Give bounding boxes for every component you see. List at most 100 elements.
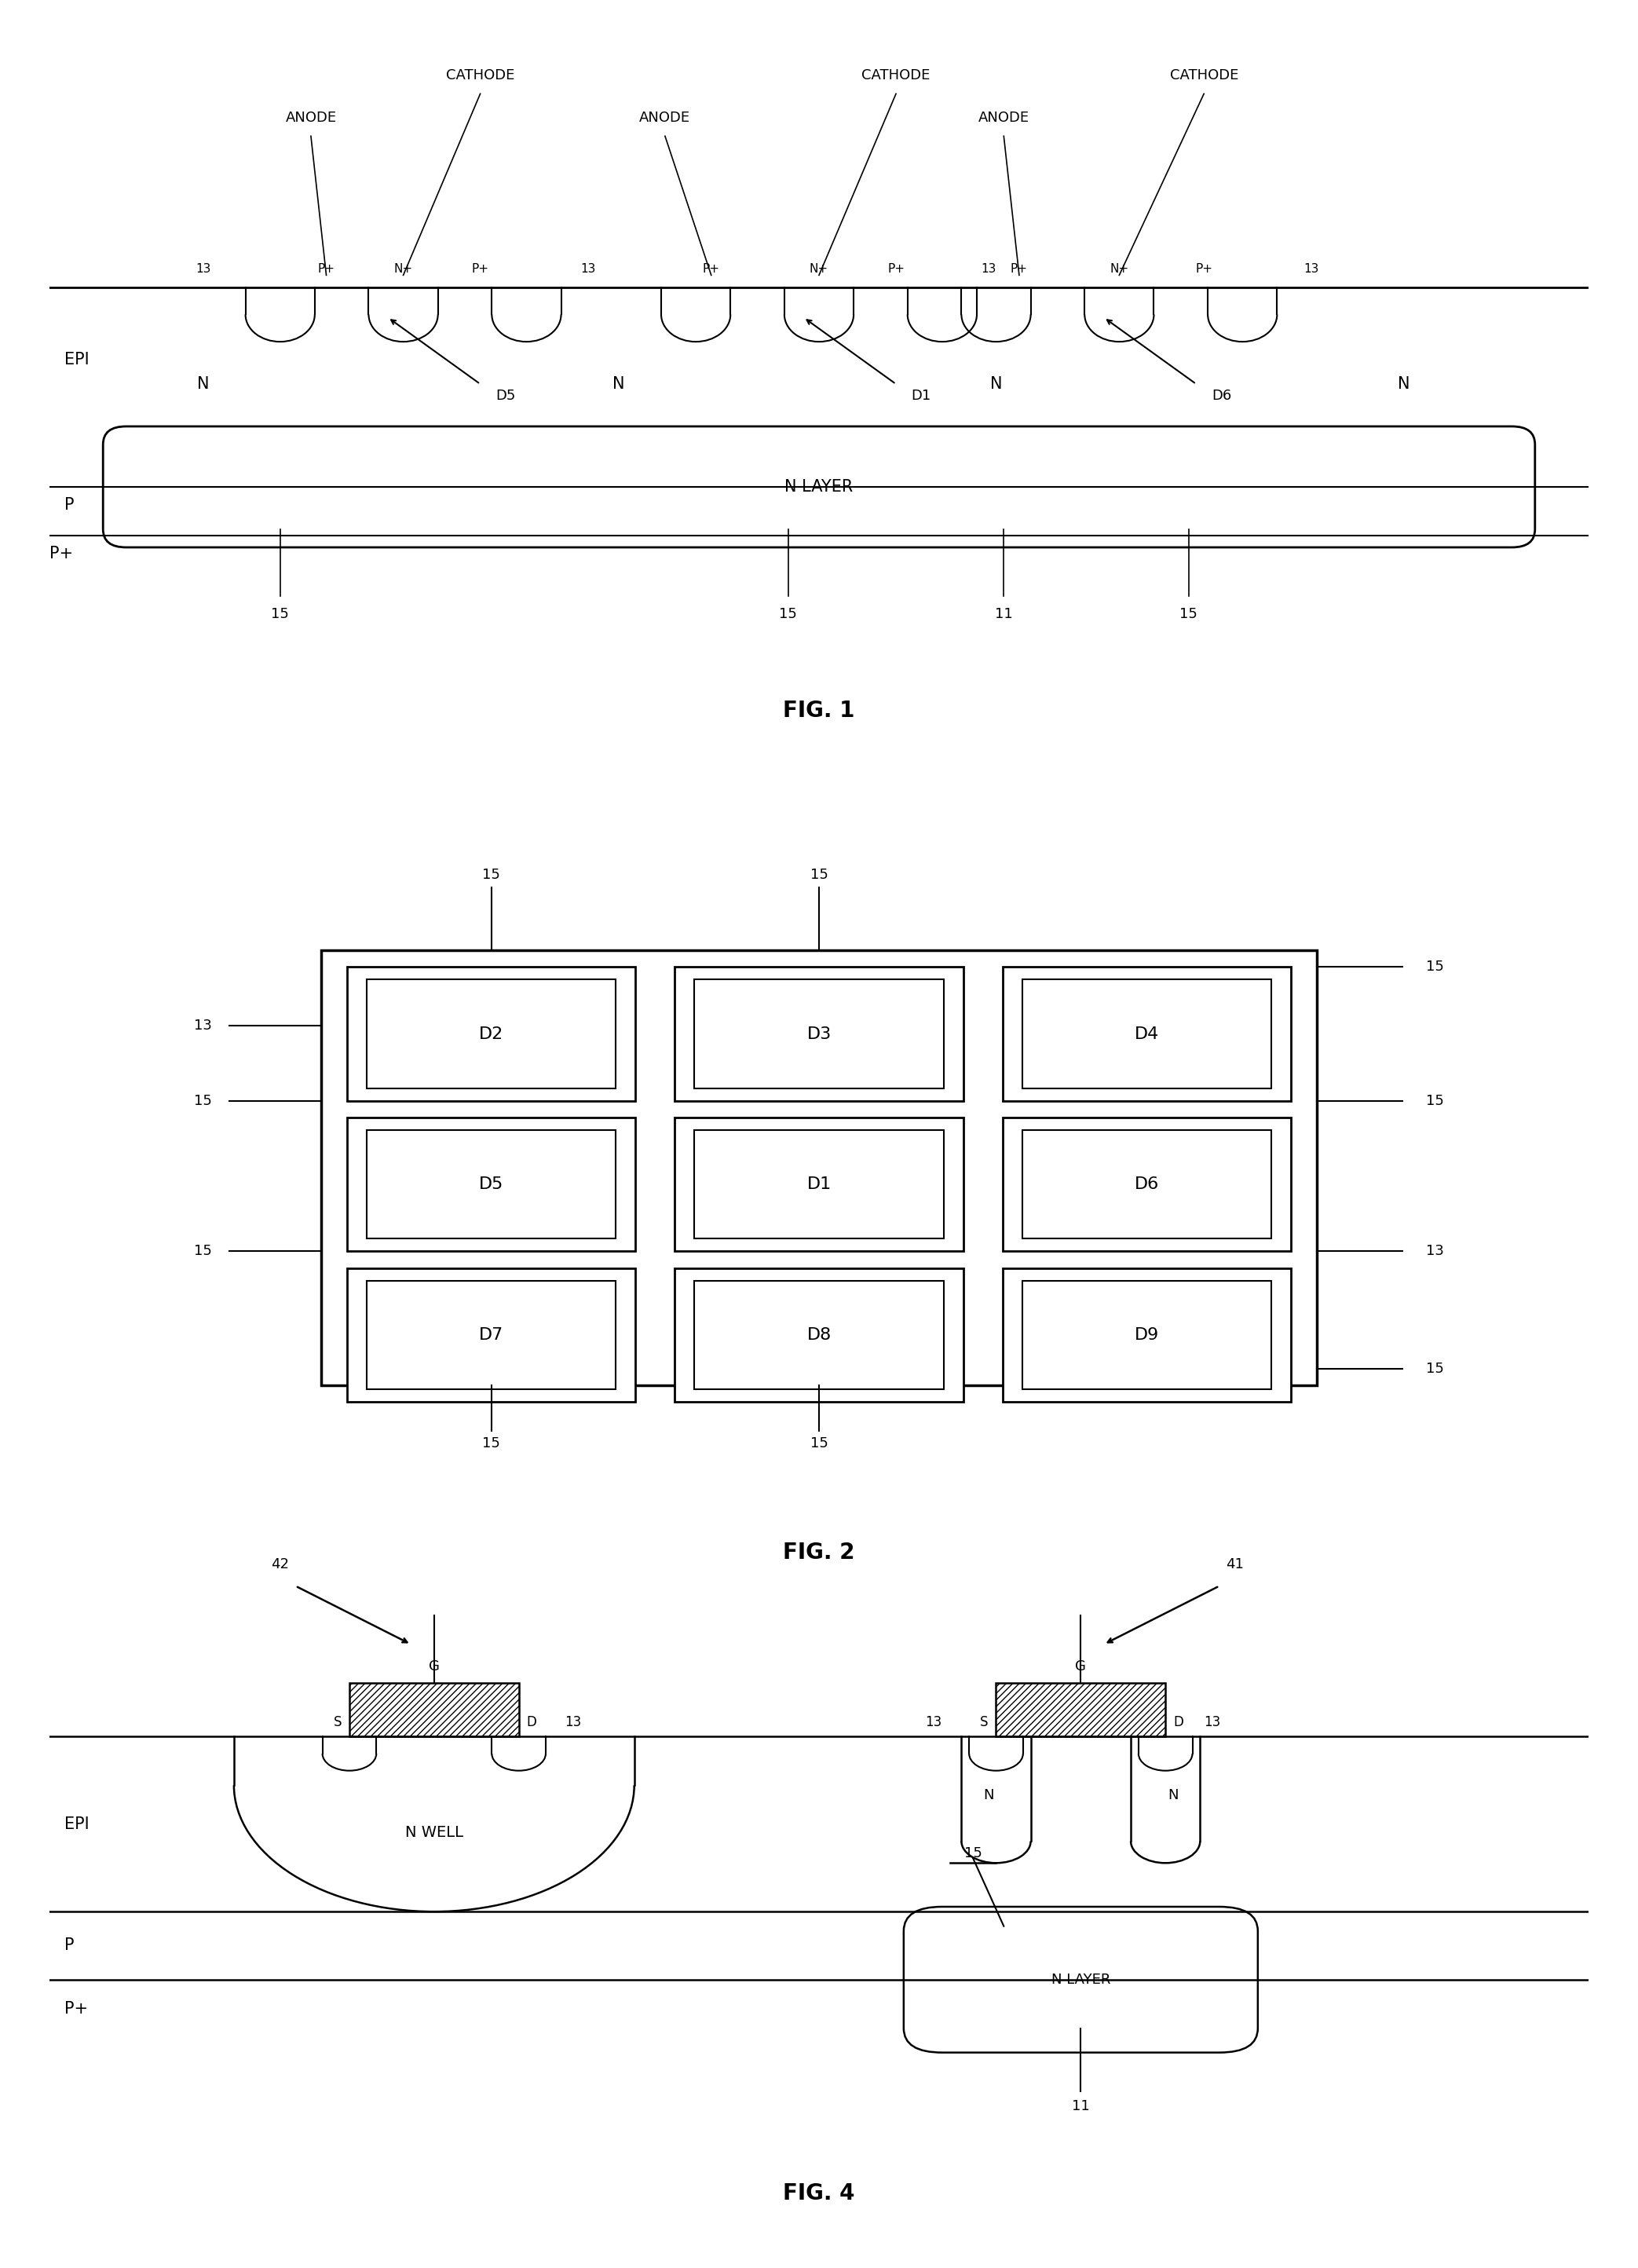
Text: 15: 15 [195, 1245, 211, 1259]
Text: 15: 15 [483, 1436, 500, 1452]
Text: N+: N+ [393, 263, 413, 274]
Text: 15: 15 [272, 608, 288, 621]
Bar [695, 980, 943, 1089]
Text: 42: 42 [270, 1558, 290, 1572]
Bar [347, 1118, 636, 1252]
Text: 15: 15 [195, 1093, 211, 1107]
Bar [321, 950, 1317, 1386]
Text: 11: 11 [994, 608, 1012, 621]
Text: N: N [197, 376, 210, 392]
Text: 13: 13 [1304, 263, 1319, 274]
Text: D3: D3 [808, 1025, 830, 1041]
Text: 15: 15 [811, 869, 827, 882]
Text: D6: D6 [1135, 1177, 1158, 1193]
Text: S: S [980, 1715, 988, 1728]
Text: 41: 41 [1225, 1558, 1243, 1572]
Text: 13: 13 [1427, 1245, 1443, 1259]
Bar [1022, 980, 1271, 1089]
Text: P+: P+ [1196, 263, 1212, 274]
Text: EPI: EPI [64, 1817, 90, 1833]
Bar [367, 1129, 616, 1238]
Bar [675, 966, 963, 1100]
Bar [347, 1268, 636, 1402]
Bar [349, 1683, 519, 1737]
Text: P+: P+ [318, 263, 334, 274]
Text: P+: P+ [703, 263, 719, 274]
Bar [349, 1683, 519, 1737]
Text: P: P [64, 497, 74, 513]
Text: 13: 13 [565, 1715, 581, 1728]
Bar [1002, 1268, 1291, 1402]
Text: 13: 13 [195, 1018, 211, 1032]
Text: N: N [1397, 376, 1410, 392]
Bar [1022, 1129, 1271, 1238]
Bar [1022, 1281, 1271, 1390]
Text: D: D [1173, 1715, 1183, 1728]
Bar [347, 966, 636, 1100]
Text: S: S [334, 1715, 342, 1728]
Text: 15: 15 [780, 608, 798, 621]
Text: D2: D2 [480, 1025, 503, 1041]
Text: CATHODE: CATHODE [446, 68, 514, 82]
Text: N+: N+ [809, 263, 829, 274]
Text: 15: 15 [1179, 608, 1197, 621]
Text: P+: P+ [472, 263, 488, 274]
Text: D4: D4 [1135, 1025, 1158, 1041]
Text: P+: P+ [888, 263, 904, 274]
Text: FIG. 4: FIG. 4 [783, 2182, 855, 2204]
Bar [1002, 1118, 1291, 1252]
Text: N LAYER: N LAYER [785, 479, 853, 494]
Text: ANODE: ANODE [978, 111, 1029, 125]
Text: P+: P+ [64, 2000, 88, 2016]
Text: N: N [989, 376, 1002, 392]
FancyBboxPatch shape [904, 1907, 1258, 2053]
Bar [675, 1268, 963, 1402]
Bar [367, 980, 616, 1089]
Text: P+: P+ [49, 547, 72, 560]
Text: D5: D5 [478, 1177, 505, 1193]
Text: 15: 15 [1427, 959, 1443, 973]
Text: N: N [613, 376, 626, 392]
Text: ANODE: ANODE [639, 111, 691, 125]
Text: G: G [1075, 1660, 1086, 1674]
Text: CATHODE: CATHODE [862, 68, 930, 82]
Text: D1: D1 [911, 390, 932, 404]
Text: ANODE: ANODE [285, 111, 336, 125]
Text: G: G [429, 1660, 439, 1674]
FancyBboxPatch shape [103, 426, 1535, 547]
Text: 15: 15 [483, 869, 500, 882]
Text: FIG. 2: FIG. 2 [783, 1542, 855, 1563]
Bar [1002, 966, 1291, 1100]
Text: 13: 13 [1204, 1715, 1220, 1728]
Bar [675, 1118, 963, 1252]
Text: P+: P+ [1011, 263, 1027, 274]
Text: 13: 13 [925, 1715, 942, 1728]
Text: 11: 11 [1071, 2098, 1089, 2114]
Bar [695, 1129, 943, 1238]
Text: 13: 13 [580, 263, 596, 274]
Text: CATHODE: CATHODE [1170, 68, 1238, 82]
Bar [996, 1683, 1165, 1737]
Text: D9: D9 [1135, 1327, 1158, 1343]
Text: 13: 13 [195, 263, 211, 274]
Bar [367, 1281, 616, 1390]
Text: N WELL: N WELL [405, 1826, 464, 1839]
Text: 15: 15 [1427, 1361, 1443, 1374]
Text: 15: 15 [811, 1436, 827, 1452]
Text: EPI: EPI [64, 352, 90, 367]
Text: D: D [526, 1715, 537, 1728]
Text: D1: D1 [808, 1177, 830, 1193]
Text: 15: 15 [965, 1846, 981, 1860]
Text: N: N [983, 1787, 994, 1803]
Bar [996, 1683, 1165, 1737]
Text: D5: D5 [496, 390, 516, 404]
Text: N: N [1168, 1787, 1178, 1803]
Text: N LAYER: N LAYER [1052, 1973, 1111, 1987]
Text: N+: N+ [1111, 263, 1129, 274]
Bar [695, 1281, 943, 1390]
Text: D8: D8 [808, 1327, 830, 1343]
Text: D6: D6 [1212, 390, 1232, 404]
Text: FIG. 1: FIG. 1 [783, 699, 855, 721]
Text: D7: D7 [480, 1327, 503, 1343]
Text: 13: 13 [981, 263, 996, 274]
